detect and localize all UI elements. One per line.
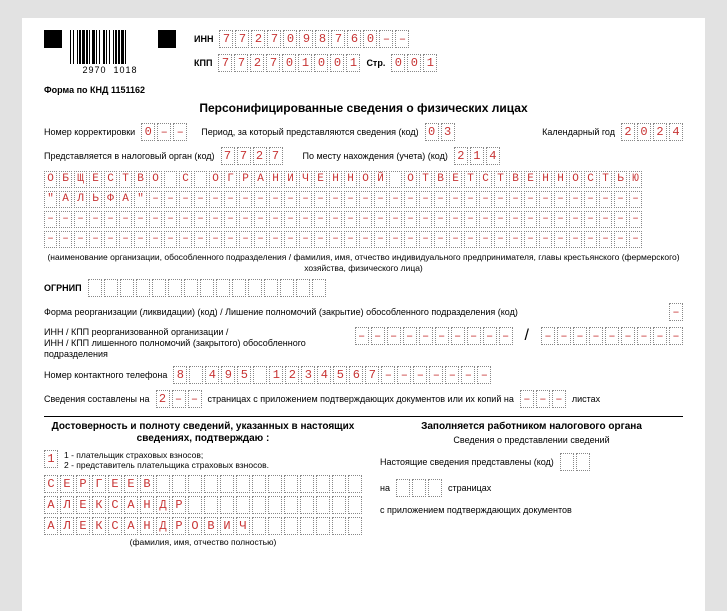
signer-block: 1 1 - плательщик страховых взносов;2 - п… — [44, 450, 362, 471]
year-label: Календарный год — [542, 127, 615, 137]
barcode-icon — [70, 30, 150, 64]
officer-pages-boxes[interactable] — [396, 479, 442, 497]
barcode-num-left: 2970 — [82, 65, 106, 75]
slash-separator: / — [525, 327, 529, 345]
patronymic-boxes[interactable]: АЛЕКСАНДРОВИЧ — [44, 517, 362, 535]
signer-type-box[interactable]: 1 — [44, 450, 58, 468]
correction-boxes[interactable]: 0–– — [141, 123, 187, 141]
reorg-kpp-boxes[interactable]: ––––––––– — [541, 327, 683, 345]
officer-title: Заполняется работником налогового органа — [380, 421, 683, 434]
barcode-num-right: 1018 — [114, 65, 138, 75]
inn-line: ИНН 7727098760–– — [194, 30, 437, 48]
org-line-2: –––––––––––––––––––––––––––––––––––––––– — [44, 211, 683, 228]
kpp-label: КПП — [194, 58, 212, 68]
fio-rows: СЕРГЕЕВ АЛЕКСАНДР АЛЕКСАНДРОВИЧ — [44, 475, 362, 535]
officer-att-line: с приложением подтверждающих документов — [380, 505, 572, 515]
barcode-number: 2970 1018 — [82, 65, 137, 75]
alignment-square-right — [158, 30, 176, 48]
last-name-boxes[interactable]: СЕРГЕЕВ — [44, 475, 362, 493]
correction-label: Номер корректировки — [44, 127, 135, 137]
officer-code-row: Настоящие сведения представлены (код) — [380, 453, 683, 471]
organization-name-grid[interactable]: ОБЩЕСТВОСОГРАНИЧЕННОЙОТВЕТСТВЕННОСТЬЮ "АЛ… — [44, 171, 683, 248]
kpp-boxes[interactable]: 772701001 — [218, 54, 360, 72]
phone-row: Номер контактного телефона 84951234567––… — [44, 366, 683, 384]
inn-boxes[interactable]: 7727098760–– — [219, 30, 409, 48]
inn-label: ИНН — [194, 34, 213, 44]
col-tax-officer: Заполняется работником налогового органа… — [380, 421, 683, 547]
officer-pages-word: страницах — [448, 483, 491, 493]
ogrnip-boxes[interactable] — [88, 279, 326, 297]
org-line-3: –––––––––––––––––––––––––––––––––––––––– — [44, 231, 683, 248]
officer-att-row: с приложением подтверждающих документов — [380, 505, 683, 515]
phone-boxes[interactable]: 84951234567––––––– — [173, 366, 491, 384]
confirm-title: Достоверность и полноту сведений, указан… — [44, 421, 362, 446]
org-caption: (наименование организации, обособленного… — [44, 252, 683, 273]
pages-boxes[interactable]: 2–– — [156, 390, 202, 408]
page-boxes[interactable]: 001 — [391, 54, 437, 72]
officer-on: на — [380, 483, 390, 493]
pages-prefix: Сведения составлены на — [44, 394, 150, 404]
period-label: Период, за который представляются сведен… — [201, 127, 418, 137]
reorg-inn-boxes[interactable]: –––––––––– — [355, 327, 513, 345]
org-line-0: ОБЩЕСТВОСОГРАНИЧЕННОЙОТВЕТСТВЕННОСТЬЮ — [44, 171, 683, 188]
officer-code-boxes[interactable] — [560, 453, 590, 471]
inn-kpp-block: ИНН 7727098760–– КПП 772701001 Стр. 001 — [194, 30, 437, 72]
reorg-label: Форма реорганизации (ликвидации) (код) /… — [44, 307, 518, 317]
kpp-line: КПП 772701001 Стр. 001 — [194, 54, 437, 72]
signer-legend: 1 - плательщик страховых взносов;2 - пре… — [64, 450, 269, 471]
alignment-square-left — [44, 30, 62, 48]
ogrnip-row: ОГРНИП — [44, 279, 683, 297]
barcode-group: 2970 1018 — [44, 30, 176, 75]
tax-office-label: Представляется в налоговый орган (код) — [44, 151, 215, 161]
top-row: 2970 1018 ИНН 7727098760–– КПП 772701001… — [44, 30, 683, 75]
page-label: Стр. — [366, 58, 385, 68]
pages-suffix: листах — [572, 394, 600, 404]
fio-caption: (фамилия, имя, отчество полностью) — [44, 537, 362, 547]
viewport: 2970 1018 ИНН 7727098760–– КПП 772701001… — [0, 0, 727, 611]
reorg-innkpp-label: ИНН / КПП реорганизованной организации /… — [44, 327, 349, 359]
barcode: 2970 1018 — [70, 30, 150, 75]
row-correction-period-year: Номер корректировки 0–– Период, за котор… — [44, 123, 683, 141]
ogrnip-label: ОГРНИП — [44, 283, 82, 293]
tax-form: 2970 1018 ИНН 7727098760–– КПП 772701001… — [22, 18, 705, 611]
officer-pages-row: на страницах — [380, 479, 683, 497]
reorg-row: Форма реорганизации (ликвидации) (код) /… — [44, 303, 683, 321]
year-boxes[interactable]: 2024 — [621, 123, 683, 141]
pages-row: Сведения составлены на 2–– страницах с п… — [44, 390, 683, 408]
col-confirm: Достоверность и полноту сведений, указан… — [44, 421, 362, 547]
bottom-grid: Достоверность и полноту сведений, указан… — [44, 421, 683, 547]
first-name-boxes[interactable]: АЛЕКСАНДР — [44, 496, 362, 514]
location-label: По месту нахождения (учета) (код) — [303, 151, 448, 161]
knd-code: Форма по КНД 1151162 — [44, 85, 683, 95]
tax-office-boxes[interactable]: 7727 — [221, 147, 283, 165]
page-title: Персонифицированные сведения о физически… — [44, 101, 683, 115]
officer-preface: Настоящие сведения представлены (код) — [380, 457, 554, 467]
reorg-innkpp-row: ИНН / КПП реорганизованной организации /… — [44, 327, 683, 359]
phone-label: Номер контактного телефона — [44, 370, 167, 380]
pages-mid: страницах с приложением подтверждающих д… — [208, 394, 514, 404]
officer-sub: Сведения о представлении сведений — [380, 435, 683, 445]
location-boxes[interactable]: 214 — [454, 147, 500, 165]
attach-boxes[interactable]: ––– — [520, 390, 566, 408]
reorg-code-box[interactable]: – — [669, 303, 683, 321]
period-boxes[interactable]: 03 — [425, 123, 455, 141]
row-tax-office: Представляется в налоговый орган (код) 7… — [44, 147, 683, 165]
org-line-1: "АЛЬФА"––––––––––––––––––––––––––––––––– — [44, 191, 683, 208]
divider — [44, 416, 683, 417]
